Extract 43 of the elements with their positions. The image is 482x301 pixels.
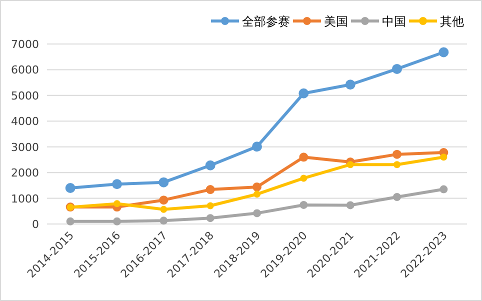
point: [253, 209, 261, 218]
point: [254, 190, 260, 198]
y-tick-label: 6000: [11, 64, 39, 77]
point: [440, 154, 448, 161]
point: [114, 200, 120, 208]
point: [299, 152, 308, 162]
y-tick-label: 4000: [11, 115, 39, 128]
legend-label: 其他: [440, 14, 464, 28]
point: [392, 150, 402, 159]
y-tick-label: 1000: [11, 192, 39, 206]
point: [112, 179, 122, 190]
point: [66, 217, 74, 226]
point: [206, 185, 215, 194]
legend-label: 全部参赛: [242, 14, 290, 28]
point: [438, 47, 449, 58]
point: [252, 182, 262, 192]
point: [113, 217, 121, 226]
point: [252, 142, 262, 152]
point: [300, 200, 308, 209]
point: [346, 201, 354, 210]
point: [206, 202, 214, 210]
point: [65, 183, 76, 193]
point: [159, 196, 168, 205]
point: [392, 64, 402, 74]
y-tick-label: 7000: [11, 38, 39, 51]
point: [158, 177, 169, 188]
legend-label: 中国: [382, 14, 406, 28]
y-tick-label: 2000: [11, 166, 39, 180]
point: [298, 88, 309, 98]
point: [345, 80, 356, 90]
point: [440, 185, 448, 194]
point: [393, 193, 401, 201]
point: [160, 206, 168, 213]
y-tick-label: 0: [32, 218, 39, 231]
point: [346, 161, 354, 168]
point: [205, 160, 216, 170]
point: [300, 174, 308, 182]
point: [160, 216, 168, 225]
y-tick-label: 3000: [11, 140, 39, 154]
point: [394, 161, 400, 168]
y-tick-label: 5000: [11, 89, 39, 102]
legend-label: 美国: [324, 14, 348, 28]
point: [206, 214, 214, 222]
